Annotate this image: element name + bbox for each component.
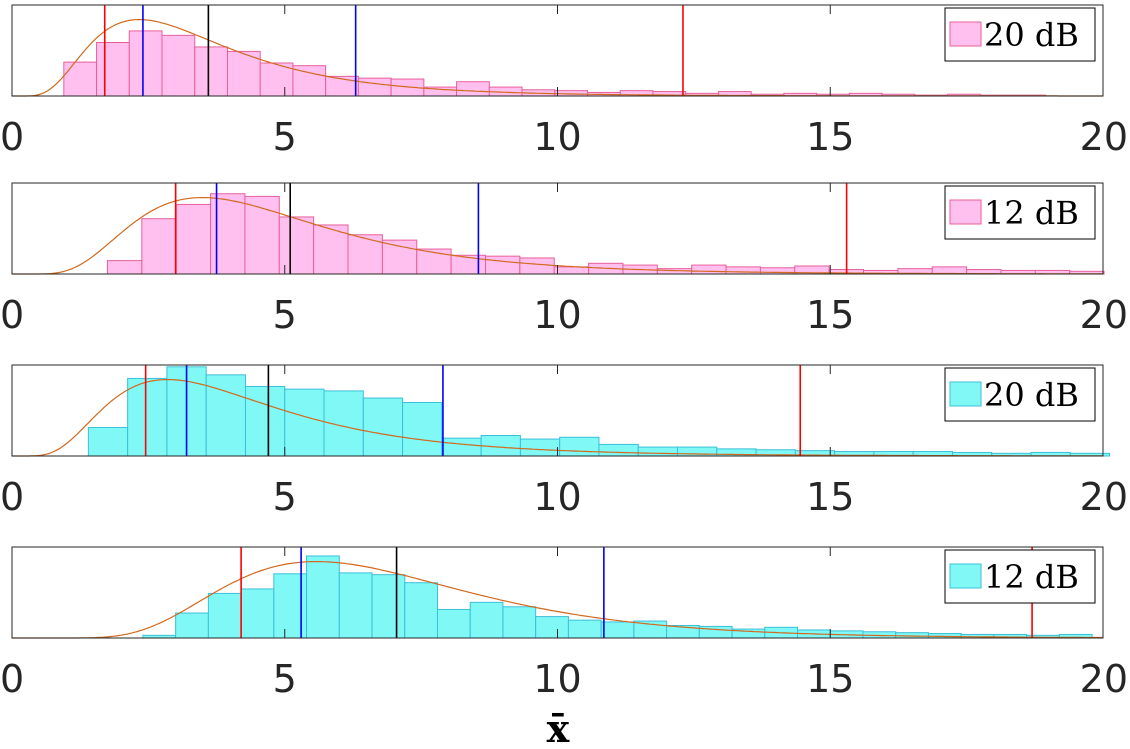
legend-label: 12 dB	[984, 194, 1079, 232]
histogram-bar	[633, 620, 668, 639]
histogram-bar	[306, 555, 340, 639]
x-tick-label: 0	[0, 657, 24, 701]
x-tick-label: 5	[273, 657, 297, 701]
x-tick-label: 20	[1080, 475, 1128, 519]
histogram-bar	[637, 446, 679, 457]
legend-swatch	[949, 21, 982, 47]
histogram-bar	[381, 239, 418, 275]
histogram-bar	[456, 81, 490, 97]
legend: 20 dB	[944, 367, 1096, 422]
x-tick-label: 20	[1080, 293, 1128, 337]
histogram-bar	[484, 255, 521, 275]
histogram-bar	[244, 385, 286, 457]
x-tick-label: 0	[0, 115, 24, 159]
legend-label: 12 dB	[984, 558, 1079, 596]
x-tick-label: 15	[806, 657, 854, 701]
x-tick-label: 10	[533, 475, 581, 519]
histogram-bar	[106, 260, 143, 275]
histogram-bar	[725, 266, 761, 275]
histogram-bar	[96, 41, 130, 97]
histogram-bar	[598, 443, 639, 457]
histogram-bar	[519, 438, 561, 457]
x-tick-label: 10	[533, 293, 581, 337]
histogram-panel-4: 0 5 10 15 20 12 dB	[0, 546, 1128, 701]
histogram-bar	[402, 401, 443, 457]
histogram-bar	[519, 257, 555, 275]
histogram-bar	[436, 608, 471, 639]
x-tick-label: 15	[806, 293, 854, 337]
histogram-bar	[567, 619, 602, 639]
legend-label: 20 dB	[984, 376, 1079, 414]
histogram-bar	[441, 437, 482, 457]
histogram-bar	[357, 77, 392, 97]
x-tick-label: 20	[1080, 115, 1128, 159]
x-tick-label: 15	[806, 475, 854, 519]
histogram-bar	[161, 34, 196, 97]
histogram-bar	[691, 264, 727, 275]
legend-swatch	[949, 381, 982, 407]
histogram-bar	[362, 397, 404, 457]
legend-label: 20 dB	[984, 16, 1079, 54]
histogram-bar	[127, 377, 168, 457]
histogram-bar	[259, 62, 294, 97]
histogram-bar	[559, 436, 600, 457]
legend: 12 dB	[944, 549, 1096, 604]
histogram-bar	[535, 616, 569, 639]
histogram-bar	[404, 582, 438, 639]
fit-curve	[12, 561, 1103, 639]
legend-swatch	[949, 199, 982, 225]
histogram-bar	[600, 621, 635, 639]
histogram-bar	[502, 606, 537, 639]
histogram-bar	[128, 30, 163, 97]
histogram-bar	[371, 574, 406, 639]
histogram-bar	[450, 254, 486, 275]
histogram-bar	[553, 266, 590, 275]
histogram-bar	[194, 46, 228, 97]
histogram-bar	[175, 612, 209, 639]
histogram-bar	[338, 572, 373, 639]
x-tick-label: 10	[533, 115, 581, 159]
histogram-bar	[240, 588, 275, 639]
x-tick-label: 5	[273, 115, 297, 159]
x-tick-label: 0	[0, 475, 24, 519]
histogram-bar	[226, 50, 261, 97]
x-tick-label: 20	[1080, 657, 1128, 701]
histogram-bar	[63, 61, 98, 97]
legend: 12 dB	[944, 185, 1096, 240]
histogram-panel-3: 0 5 10 15 20 20 dB	[0, 364, 1128, 519]
x-tick-label: 10	[533, 657, 581, 701]
x-tick-label: 5	[273, 293, 297, 337]
legend-swatch	[949, 563, 982, 589]
histogram-bar	[141, 218, 177, 275]
histogram-bar	[175, 203, 212, 275]
histogram-bar	[207, 592, 242, 639]
histogram-panel-2: 0 5 10 15 20 12 dB	[0, 182, 1128, 337]
histogram-bar	[210, 193, 246, 275]
x-axis-label: x̄	[547, 706, 570, 749]
x-tick-label: 5	[273, 475, 297, 519]
x-tick-label: 15	[806, 115, 854, 159]
histogram-bar	[469, 601, 504, 639]
x-tick-label: 0	[0, 293, 24, 337]
histogram-bar	[87, 426, 129, 457]
histogram-panel-1: 0 5 10 15 20 20 dB	[0, 4, 1128, 159]
histogram-bar	[284, 388, 325, 457]
histogram-bar	[244, 195, 280, 275]
legend: 20 dB	[944, 7, 1096, 62]
